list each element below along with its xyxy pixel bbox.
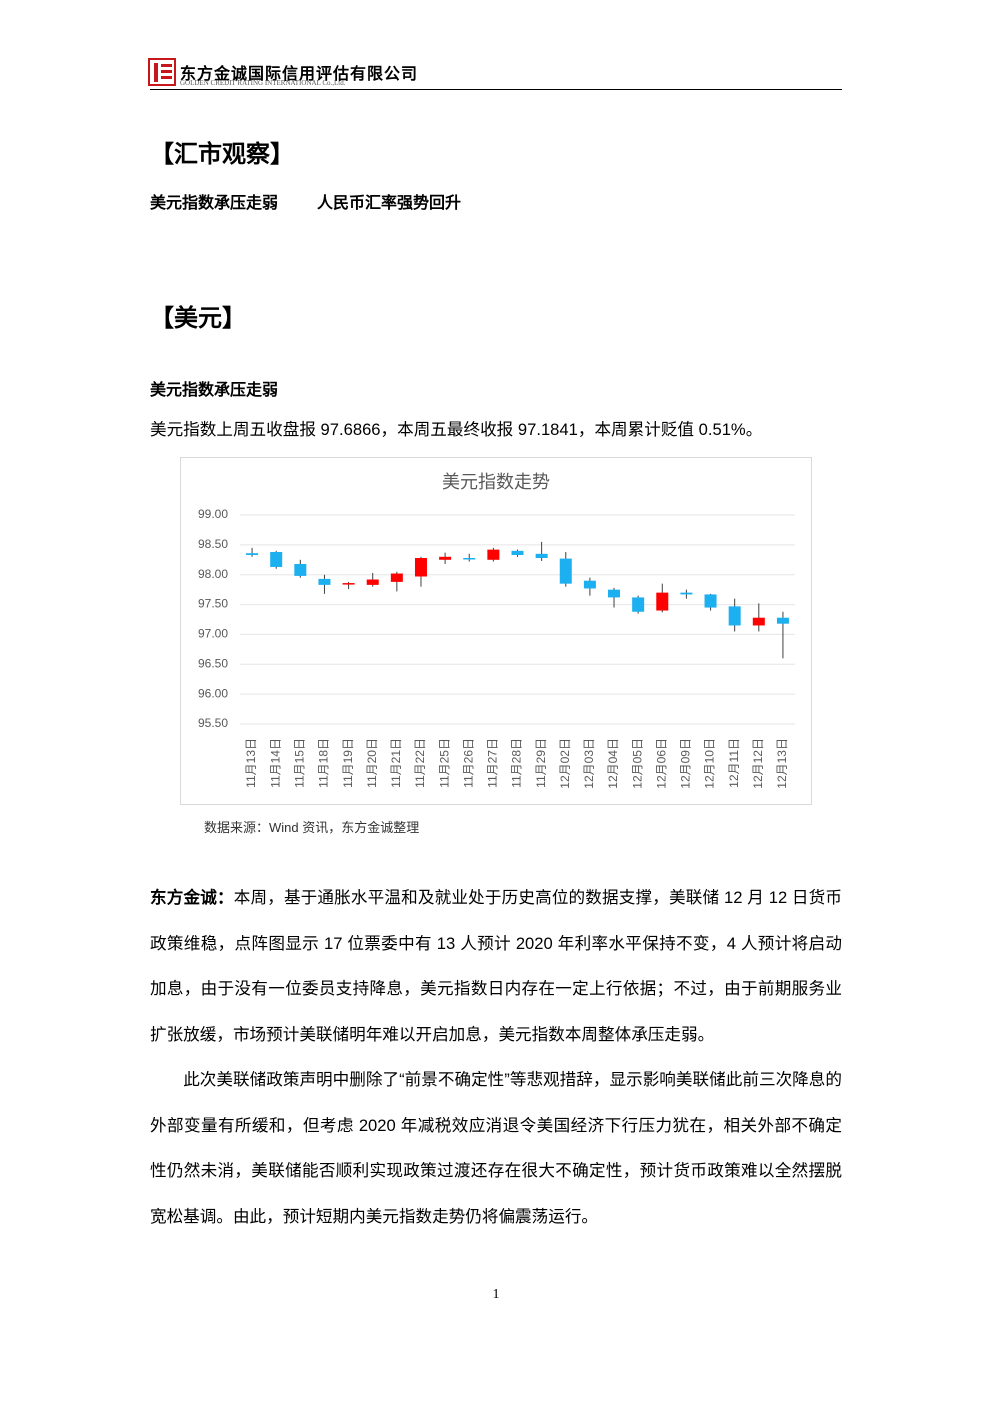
x-tick-label: 12月12日	[751, 738, 765, 789]
header-rule	[150, 89, 842, 90]
chart-source: 数据来源：Wind 资讯，东方金诚整理	[204, 820, 420, 835]
candle-body	[752, 617, 765, 626]
candle-body	[246, 553, 259, 556]
paragraph: 东方金诚：本周，基于通胀水平温和及就业处于历史高位的数据支撑，美联储 12 月 …	[150, 875, 842, 1057]
x-tick-label: 12月06日	[654, 738, 668, 789]
paragraph-text: 本周，基于通胀水平温和及就业处于历史高位的数据支撑，美联储 12 月 12 日货…	[150, 888, 843, 1044]
paragraph-lead: 东方金诚：	[150, 888, 234, 907]
candle-body	[656, 592, 669, 611]
x-tick-label: 12月03日	[582, 738, 596, 789]
candle-body	[390, 573, 403, 582]
x-tick-label: 12月09日	[679, 738, 693, 789]
x-tick-label: 11月27日	[486, 738, 500, 788]
y-tick-label: 98.00	[198, 567, 228, 581]
x-tick-label: 12月05日	[630, 738, 644, 789]
candle-body	[776, 617, 789, 624]
candle-body	[414, 557, 427, 577]
logo	[148, 58, 176, 86]
y-tick-label: 95.50	[198, 716, 228, 730]
candle-body	[342, 583, 355, 585]
x-tick-label: 12月10日	[703, 738, 717, 789]
section-heading: 【美元】	[150, 305, 246, 332]
x-tick-label: 12月13日	[775, 738, 789, 789]
y-tick-label: 98.50	[198, 537, 228, 551]
candle-body	[511, 550, 524, 556]
candle-body	[294, 563, 307, 576]
candle-body	[728, 606, 741, 626]
candle-body	[559, 558, 572, 584]
x-tick-label: 11月18日	[317, 738, 331, 788]
candle-body	[270, 552, 283, 567]
x-tick-label: 11月25日	[437, 738, 451, 788]
candle-body	[535, 553, 548, 558]
y-tick-label: 99.00	[198, 507, 228, 521]
company-name: 东方金诚国际信用评估有限公司	[180, 66, 419, 83]
summary: 美元指数上周五收盘报 97.6866，本周五最终收报 97.1841，本周累计贬…	[150, 420, 763, 439]
x-tick-label: 11月13日	[244, 738, 258, 788]
x-tick-label: 12月02日	[558, 738, 572, 789]
x-tick-label: 11月15日	[292, 738, 306, 788]
y-tick-label: 96.50	[198, 656, 228, 670]
company-name-en: GOLDEN CREDIT RATING INTERNATIONAL Co.,L…	[180, 79, 346, 87]
x-tick-label: 12月11日	[727, 738, 741, 788]
y-tick-label: 97.00	[198, 627, 228, 641]
chart: 美元指数走势 95.50 96.00 96.50 97.00 97.50 98.00 98.…	[180, 457, 812, 805]
subheading: 美元指数承压走弱	[150, 382, 279, 399]
candle-body	[439, 556, 452, 560]
x-tick-label: 11月26日	[461, 738, 475, 788]
candle-body	[463, 557, 476, 560]
x-tick-label: 11月29日	[534, 738, 548, 788]
y-tick-label: 96.00	[198, 686, 228, 700]
candle-body	[632, 597, 645, 612]
candle-body	[583, 580, 596, 589]
candle-body	[487, 549, 500, 560]
x-tick-label: 11月22日	[413, 738, 427, 788]
chart-title: 美元指数走势	[442, 472, 550, 492]
page-number: 1	[492, 1287, 500, 1302]
x-tick-label: 12月04日	[606, 738, 620, 789]
x-tick-label: 11月19日	[341, 738, 355, 788]
y-tick-label: 97.50	[198, 597, 228, 611]
x-tick-label: 11月20日	[365, 738, 379, 788]
headline: 美元指数承压走弱	[150, 195, 279, 212]
candle-body	[680, 592, 693, 595]
x-tick-label: 11月14日	[268, 738, 282, 788]
candle-body	[318, 578, 331, 585]
section-heading: 【汇市观察】	[150, 141, 294, 168]
x-tick-label: 11月21日	[389, 738, 403, 788]
paragraph: 此次美联储政策声明中删除了“前景不确定性”等悲观措辞，显示影响美联储此前三次降息…	[150, 1070, 842, 1226]
x-tick-label: 11月28日	[510, 738, 524, 788]
candle-body	[704, 594, 717, 608]
headline: 人民币汇率强势回升	[317, 195, 462, 212]
candle-body	[608, 589, 621, 598]
candle-body	[366, 579, 379, 585]
